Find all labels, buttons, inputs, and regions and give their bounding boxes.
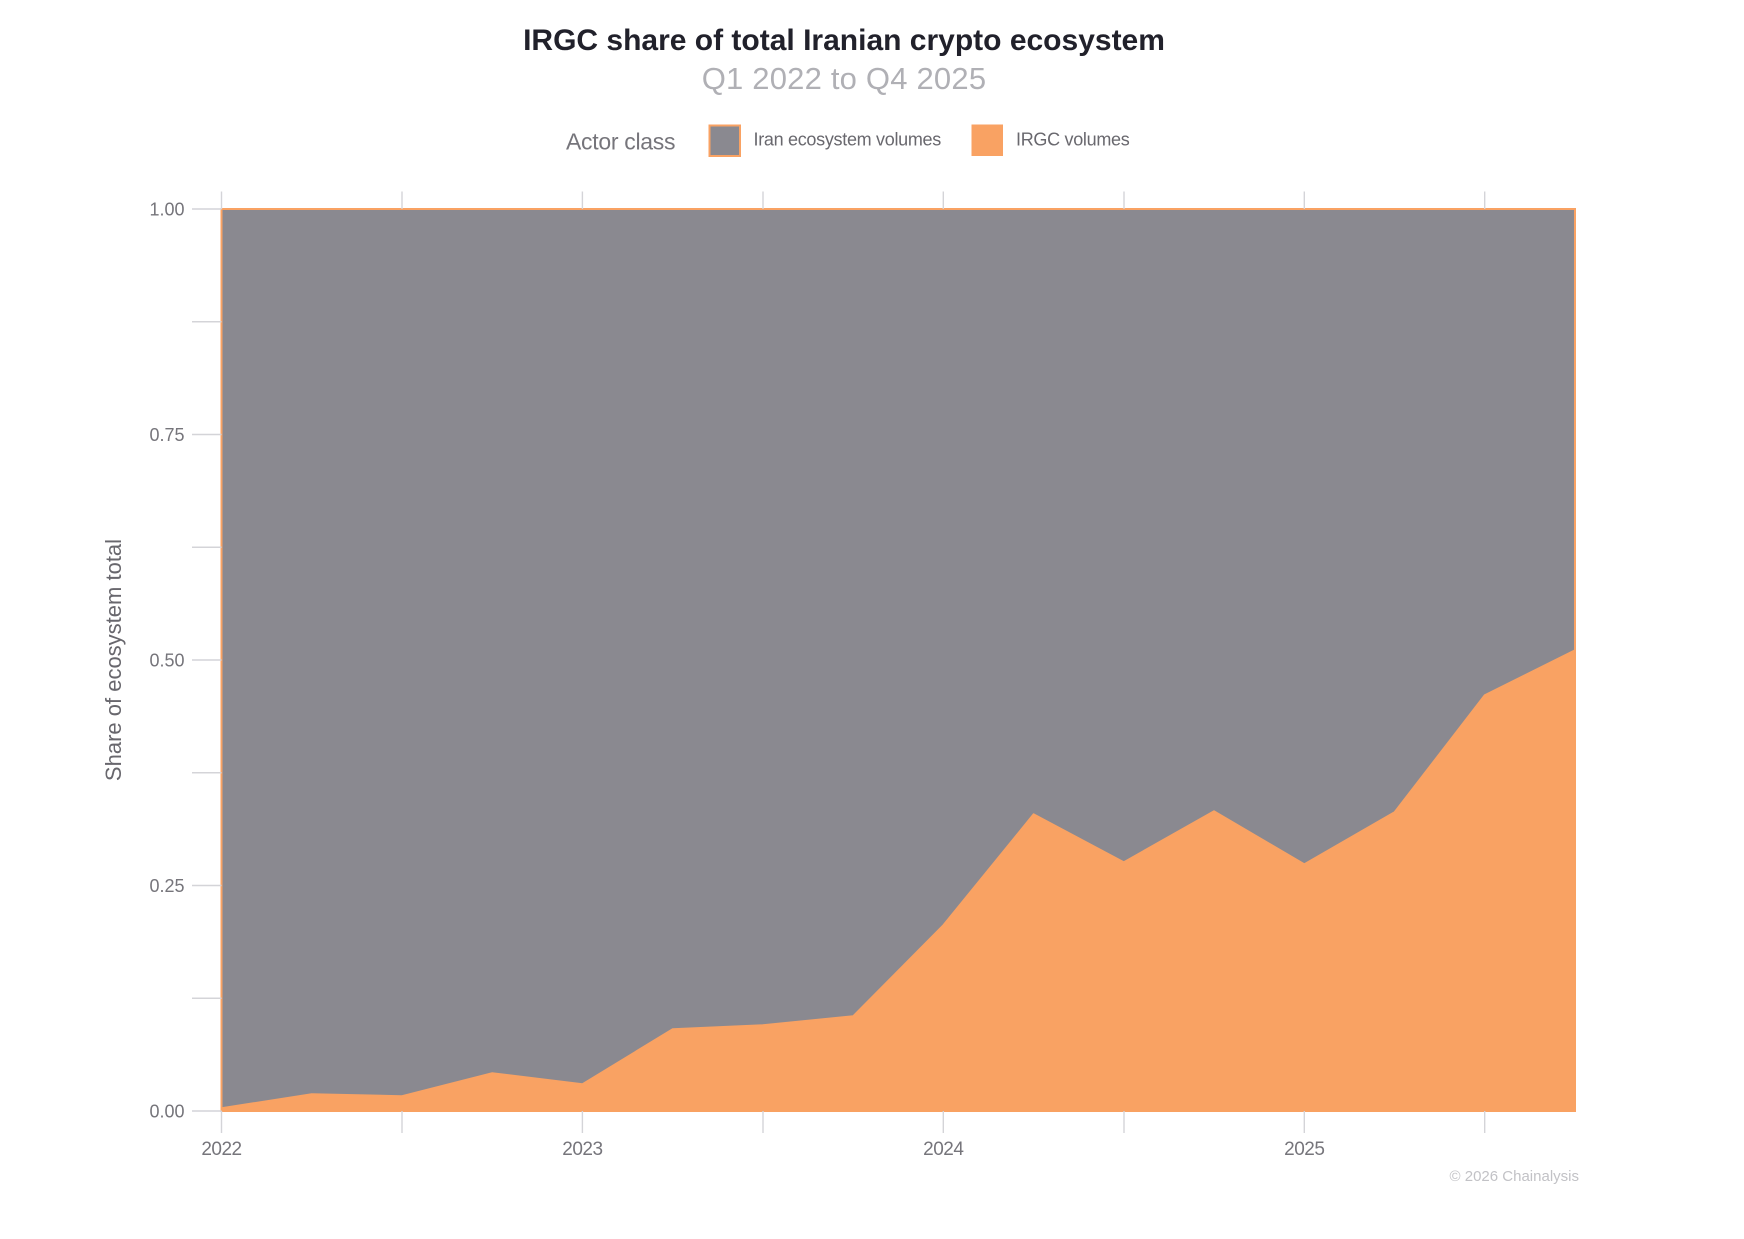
- svg-text:1.00: 1.00: [149, 200, 184, 220]
- svg-text:0.50: 0.50: [149, 651, 184, 671]
- svg-text:2022: 2022: [201, 1139, 241, 1160]
- svg-text:IRGC volumes: IRGC volumes: [1016, 130, 1130, 150]
- svg-text:0.00: 0.00: [149, 1102, 184, 1122]
- svg-text:Q1 2022 to Q4 2025: Q1 2022 to Q4 2025: [702, 61, 987, 96]
- svg-text:Share of ecosystem total: Share of ecosystem total: [101, 539, 126, 781]
- svg-text:2023: 2023: [562, 1139, 602, 1160]
- svg-text:2025: 2025: [1284, 1139, 1324, 1160]
- svg-text:IRGC share of total Iranian cr: IRGC share of total Iranian crypto ecosy…: [523, 24, 1165, 57]
- svg-text:0.75: 0.75: [149, 425, 184, 445]
- svg-text:Iran ecosystem volumes: Iran ecosystem volumes: [754, 130, 942, 150]
- svg-text:Actor class: Actor class: [566, 129, 675, 155]
- svg-text:2024: 2024: [923, 1139, 964, 1160]
- svg-text:© 2026 Chainalysis: © 2026 Chainalysis: [1450, 1168, 1579, 1185]
- svg-text:0.25: 0.25: [149, 876, 184, 896]
